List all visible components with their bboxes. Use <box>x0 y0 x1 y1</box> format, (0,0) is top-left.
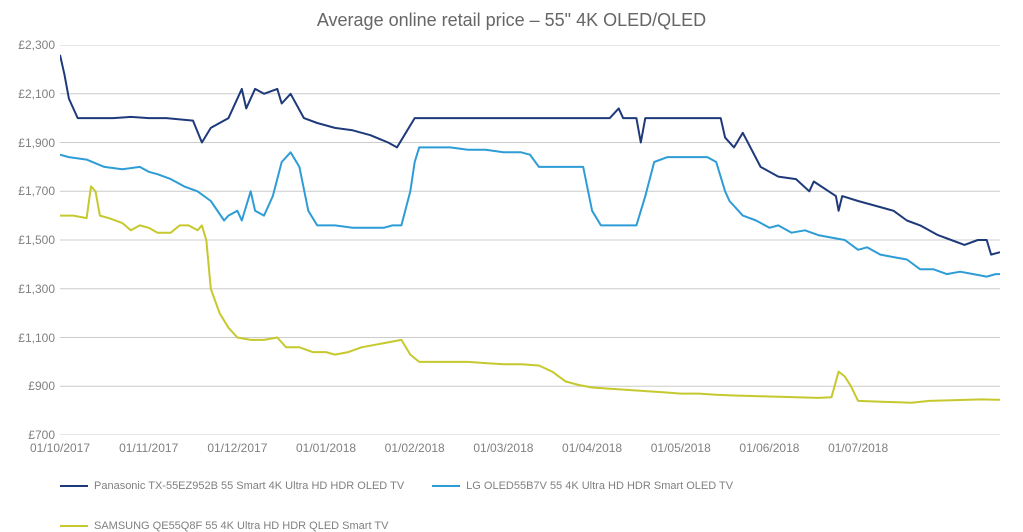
y-tick-label: £700 <box>5 428 55 442</box>
y-tick-label: £1,100 <box>5 331 55 345</box>
legend-item: Panasonic TX-55EZ952B 55 Smart 4K Ultra … <box>60 480 404 492</box>
series-line <box>60 147 1000 276</box>
y-tick-label: £1,700 <box>5 184 55 198</box>
legend-swatch <box>60 485 88 487</box>
x-tick-label: 01/11/2017 <box>119 441 178 455</box>
legend-swatch <box>432 485 460 487</box>
x-tick-label: 01/02/2018 <box>385 441 445 455</box>
legend-label: SAMSUNG QE55Q8F 55 4K Ultra HD HDR QLED … <box>94 520 388 532</box>
legend-label: Panasonic TX-55EZ952B 55 Smart 4K Ultra … <box>94 480 404 492</box>
y-tick-label: £1,300 <box>5 282 55 296</box>
y-tick-label: £2,300 <box>5 38 55 52</box>
legend-label: LG OLED55B7V 55 4K Ultra HD HDR Smart OL… <box>466 480 733 492</box>
series-line <box>60 186 1000 402</box>
x-tick-label: 01/07/2018 <box>828 441 888 455</box>
plot-area <box>60 45 1000 435</box>
legend: Panasonic TX-55EZ952B 55 Smart 4K Ultra … <box>60 480 1003 532</box>
price-chart: Average online retail price – 55" 4K OLE… <box>0 0 1023 514</box>
chart-title: Average online retail price – 55" 4K OLE… <box>0 10 1023 31</box>
legend-item: SAMSUNG QE55Q8F 55 4K Ultra HD HDR QLED … <box>60 520 388 532</box>
legend-item: LG OLED55B7V 55 4K Ultra HD HDR Smart OL… <box>432 480 733 492</box>
x-tick-label: 01/12/2017 <box>207 441 267 455</box>
y-tick-label: £900 <box>5 379 55 393</box>
x-tick-label: 01/04/2018 <box>562 441 622 455</box>
legend-swatch <box>60 525 88 527</box>
x-tick-label: 01/10/2017 <box>30 441 90 455</box>
x-tick-label: 01/06/2018 <box>739 441 799 455</box>
y-tick-label: £1,500 <box>5 233 55 247</box>
x-tick-label: 01/01/2018 <box>296 441 356 455</box>
y-tick-label: £2,100 <box>5 87 55 101</box>
y-tick-label: £1,900 <box>5 136 55 150</box>
x-tick-label: 01/05/2018 <box>651 441 711 455</box>
x-tick-label: 01/03/2018 <box>473 441 533 455</box>
